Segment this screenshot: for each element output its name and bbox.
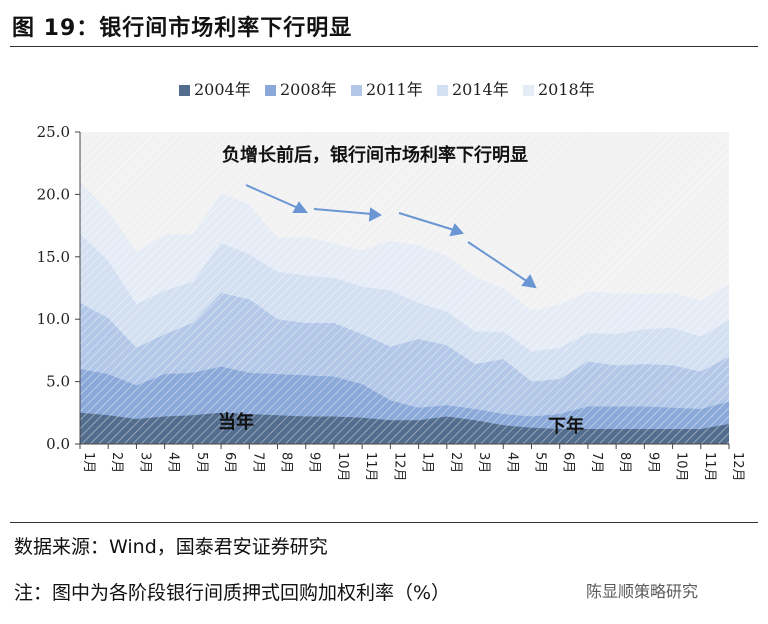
trend-arrow bbox=[467, 241, 529, 283]
watermark: 陈显顺策略研究 bbox=[586, 582, 699, 601]
y-tick-label: 10.0 bbox=[37, 310, 70, 328]
chart-annotations: 负增长前后，银行间市场利率下行明显 当年 下年 bbox=[218, 144, 584, 437]
x-tick-label: 12月 bbox=[391, 452, 406, 482]
arrow-head-icon bbox=[292, 201, 309, 213]
x-tick-label: 5月 bbox=[194, 452, 209, 473]
x-tick-label: 1月 bbox=[81, 452, 96, 473]
legend-label-2: 2008年 bbox=[280, 80, 337, 99]
x-tick-label: 10月 bbox=[674, 452, 689, 482]
x-tick-label: 8月 bbox=[617, 452, 632, 473]
x-tick-label: 4月 bbox=[166, 452, 181, 473]
x-tick-label: 12月 bbox=[730, 452, 745, 482]
x-tick-label: 2月 bbox=[109, 452, 124, 473]
legend-label-4: 2014年 bbox=[452, 80, 509, 99]
source-note: 数据来源：Wind，国泰君安证券研究 bbox=[14, 536, 328, 558]
x-tick-label: 6月 bbox=[561, 452, 576, 473]
x-tick-label: 7月 bbox=[589, 452, 604, 473]
legend-swatch-1 bbox=[179, 85, 190, 96]
x-tick-label: 4月 bbox=[504, 452, 519, 473]
legend-swatch-3 bbox=[351, 85, 362, 96]
legend-label-5: 2018年 bbox=[538, 80, 595, 99]
legend-swatch-2 bbox=[265, 85, 276, 96]
y-tick-label: 20.0 bbox=[37, 185, 70, 203]
footer-divider bbox=[10, 522, 758, 523]
trend-arrow bbox=[313, 208, 373, 215]
next-year-label: 下年 bbox=[548, 415, 584, 437]
x-tick-label: 5月 bbox=[532, 452, 547, 473]
x-tick-label: 7月 bbox=[250, 452, 265, 473]
legend-label-3: 2011年 bbox=[366, 80, 423, 99]
trend-arrow bbox=[398, 212, 455, 231]
x-tick-label: 8月 bbox=[279, 452, 294, 473]
y-tick-label: 5.0 bbox=[46, 373, 70, 391]
footnote: 注：图中为各阶段银行间质押式回购加权利率（%） bbox=[14, 582, 451, 604]
legend-label-1: 2004年 bbox=[194, 80, 251, 99]
x-tick-label: 6月 bbox=[222, 452, 237, 473]
plot-area bbox=[80, 132, 729, 445]
y-tick-label: 25.0 bbox=[37, 123, 70, 141]
x-tick-label: 3月 bbox=[137, 452, 152, 473]
current-year-label: 当年 bbox=[218, 411, 254, 433]
figure-title: 图 19：银行间市场利率下行明显 bbox=[12, 16, 353, 41]
arrow-head-icon bbox=[521, 274, 537, 289]
x-tick-label: 1月 bbox=[420, 452, 435, 473]
x-tick-label: 11月 bbox=[363, 452, 378, 482]
x-tick-label: 3月 bbox=[476, 452, 491, 473]
x-tick-label: 10月 bbox=[335, 452, 350, 482]
x-tick-label: 9月 bbox=[645, 452, 660, 473]
x-tick-label: 2月 bbox=[448, 452, 463, 473]
title-divider bbox=[10, 46, 758, 47]
y-tick-label: 0.0 bbox=[46, 435, 70, 453]
legend-swatch-5 bbox=[523, 85, 534, 96]
legend-swatch-4 bbox=[437, 85, 448, 96]
trend-arrow bbox=[245, 184, 299, 209]
series-area-hatch-1 bbox=[80, 412, 729, 444]
arrow-head-icon bbox=[449, 223, 464, 237]
x-tick-label: 9月 bbox=[307, 452, 322, 473]
x-tick-label: 11月 bbox=[702, 452, 717, 482]
y-tick-label: 15.0 bbox=[37, 248, 70, 266]
chart-axes: 0.0 5.0 10.0 15.0 20.0 25.0 1月 2月 3月 4月 5月 6月 7月 8月 9月… bbox=[37, 123, 745, 482]
chart-legend: 2004年 2008年 2011年 2014年 2018年 bbox=[179, 80, 595, 99]
headline-annotation: 负增长前后，银行间市场利率下行明显 bbox=[222, 144, 528, 166]
area-chart: 2004年 2008年 2011年 2014年 2018年 0.0 5.0 10.0 15.0… bbox=[37, 80, 745, 482]
trend-arrows bbox=[245, 184, 537, 289]
arrow-head-icon bbox=[368, 207, 382, 222]
